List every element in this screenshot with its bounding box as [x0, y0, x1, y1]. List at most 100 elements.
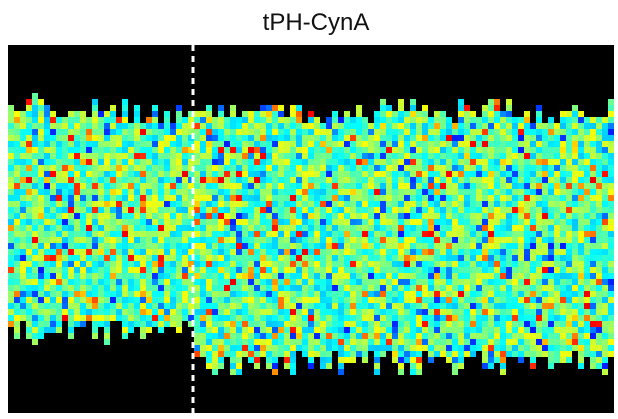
kymograph-pixel — [554, 207, 560, 213]
kymograph-pixel — [176, 303, 182, 309]
kymograph-pixel — [176, 153, 182, 159]
kymograph-pixel — [230, 219, 236, 225]
kymograph-pixel — [578, 261, 584, 267]
kymograph-pixel — [284, 279, 290, 285]
kymograph-pixel — [32, 123, 38, 129]
kymograph-pixel — [290, 351, 296, 357]
kymograph-pixel — [164, 237, 170, 243]
kymograph-pixel — [506, 207, 512, 213]
kymograph-pixel — [152, 123, 158, 129]
kymograph-pixel — [422, 309, 428, 315]
kymograph-pixel — [560, 273, 566, 279]
kymograph-pixel — [326, 201, 332, 207]
kymograph-pixel — [434, 201, 440, 207]
kymograph-pixel — [86, 135, 92, 141]
kymograph-pixel — [152, 243, 158, 249]
kymograph-pixel — [380, 135, 386, 141]
kymograph-pixel — [428, 237, 434, 243]
kymograph-pixel — [212, 159, 218, 165]
kymograph-pixel — [542, 207, 548, 213]
kymograph-pixel — [464, 339, 470, 345]
kymograph-pixel — [98, 165, 104, 171]
kymograph-pixel — [44, 201, 50, 207]
kymograph-pixel — [26, 273, 32, 279]
kymograph-pixel — [176, 213, 182, 219]
kymograph-pixel — [326, 363, 332, 369]
kymograph-pixel — [572, 123, 578, 129]
kymograph-pixel — [380, 309, 386, 315]
kymograph-pixel — [506, 279, 512, 285]
kymograph-pixel — [380, 279, 386, 285]
kymograph-pixel — [80, 261, 86, 267]
kymograph-pixel — [440, 303, 446, 309]
kymograph-pixel — [92, 285, 98, 291]
kymograph-pixel — [302, 153, 308, 159]
kymograph-pixel — [416, 147, 422, 153]
kymograph-pixel — [536, 273, 542, 279]
kymograph-pixel — [38, 105, 44, 111]
kymograph-pixel — [62, 237, 68, 243]
kymograph-pixel — [134, 147, 140, 153]
kymograph-pixel — [482, 327, 488, 333]
kymograph-pixel — [236, 351, 242, 357]
kymograph-pixel — [86, 279, 92, 285]
kymograph-pixel — [410, 249, 416, 255]
kymograph-pixel — [278, 243, 284, 249]
kymograph-pixel — [290, 285, 296, 291]
kymograph-pixel — [326, 231, 332, 237]
kymograph-pixel — [452, 219, 458, 225]
kymograph-pixel — [362, 153, 368, 159]
kymograph-pixel — [356, 255, 362, 261]
kymograph-pixel — [536, 111, 542, 117]
kymograph-pixel — [512, 195, 518, 201]
kymograph-pixel — [368, 153, 374, 159]
kymograph-pixel — [500, 135, 506, 141]
kymograph-pixel — [266, 183, 272, 189]
kymograph-pixel — [140, 141, 146, 147]
kymograph-pixel — [446, 255, 452, 261]
kymograph-pixel — [416, 267, 422, 273]
kymograph-pixel — [560, 213, 566, 219]
kymograph-pixel — [128, 261, 134, 267]
kymograph-pixel — [566, 135, 572, 141]
kymograph-pixel — [272, 171, 278, 177]
kymograph-pixel — [218, 171, 224, 177]
kymograph-pixel — [8, 117, 14, 123]
kymograph-pixel — [350, 249, 356, 255]
kymograph-pixel — [152, 267, 158, 273]
kymograph-pixel — [512, 225, 518, 231]
kymograph-pixel — [272, 249, 278, 255]
kymograph-pixel — [524, 231, 530, 237]
kymograph-pixel — [566, 123, 572, 129]
kymograph-pixel — [242, 279, 248, 285]
kymograph-pixel — [302, 291, 308, 297]
kymograph-pixel — [134, 111, 140, 117]
kymograph-pixel — [476, 237, 482, 243]
kymograph-pixel — [362, 147, 368, 153]
kymograph-pixel — [68, 321, 74, 327]
kymograph-pixel — [260, 273, 266, 279]
kymograph-pixel — [368, 219, 374, 225]
kymograph-pixel — [500, 219, 506, 225]
kymograph-pixel — [452, 339, 458, 345]
kymograph-pixel — [584, 297, 590, 303]
kymograph-pixel — [362, 159, 368, 165]
kymograph-pixel — [290, 279, 296, 285]
kymograph-pixel — [242, 249, 248, 255]
kymograph-pixel — [578, 333, 584, 339]
kymograph-pixel — [332, 195, 338, 201]
kymograph-pixel — [416, 369, 422, 375]
kymograph-pixel — [494, 351, 500, 357]
kymograph-pixel — [8, 189, 14, 195]
kymograph-pixel — [374, 285, 380, 291]
kymograph-pixel — [56, 273, 62, 279]
kymograph-pixel — [380, 147, 386, 153]
kymograph-pixel — [296, 201, 302, 207]
kymograph-pixel — [398, 183, 404, 189]
kymograph-pixel — [488, 273, 494, 279]
kymograph-pixel — [320, 147, 326, 153]
kymograph-pixel — [284, 351, 290, 357]
kymograph-pixel — [56, 237, 62, 243]
kymograph-pixel — [596, 171, 602, 177]
kymograph-pixel — [494, 147, 500, 153]
